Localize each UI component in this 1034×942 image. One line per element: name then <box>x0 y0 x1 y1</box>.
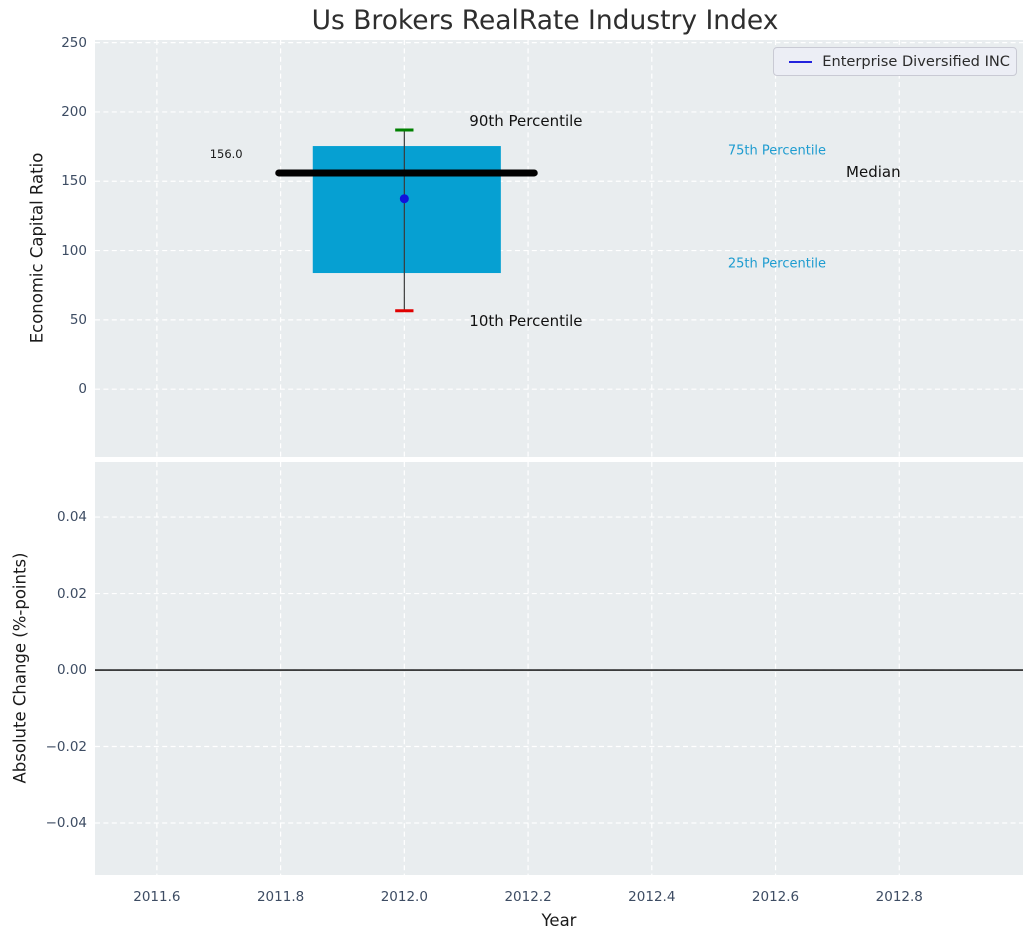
x-tick-label: 2012.0 <box>380 889 428 905</box>
y-tick-label: 150 <box>61 173 87 190</box>
y-tick-label: 0.04 <box>56 509 87 526</box>
x-tick-label: 2012.2 <box>504 889 552 905</box>
y-tick-label: −0.02 <box>45 738 87 755</box>
p90-annotation: 90th Percentile <box>469 111 583 130</box>
iqr-box <box>312 146 501 274</box>
x-tick-label: 2011.6 <box>133 889 181 905</box>
y-tick-label: 250 <box>61 34 87 51</box>
mean-dot <box>399 194 409 204</box>
bottom-y-axis-label: Absolute Change (%-points) <box>10 552 30 784</box>
legend-line-sample <box>789 60 813 63</box>
chart-title: Us Brokers RealRate Industry Index <box>311 5 779 36</box>
top-axes-background <box>95 40 1023 457</box>
p25-annotation: 25th Percentile <box>727 256 827 272</box>
median-value-label: 156.0 <box>209 146 243 161</box>
y-tick-label: 50 <box>69 311 87 328</box>
top-y-axis-label: Economic Capital Ratio <box>27 152 47 344</box>
bottom-axes-background <box>95 462 1023 875</box>
y-tick-label: 200 <box>61 103 87 120</box>
legend: Enterprise Diversified INC <box>773 47 1017 76</box>
x-axis-label: Year <box>541 911 577 930</box>
median-annotation: Median <box>846 162 901 181</box>
y-tick-label: 0.02 <box>56 585 87 602</box>
x-tick-label: 2012.6 <box>751 889 800 905</box>
y-tick-label: −0.04 <box>45 814 87 831</box>
p10-annotation: 10th Percentile <box>469 312 583 331</box>
x-tick-label: 2011.8 <box>256 889 305 905</box>
x-tick-label: 2012.4 <box>628 889 676 905</box>
legend-label: Enterprise Diversified INC <box>822 53 1010 70</box>
y-tick-label: 0.00 <box>56 662 87 679</box>
x-tick-label: 2012.8 <box>875 889 923 905</box>
y-tick-label: 0 <box>78 381 87 398</box>
p75-annotation: 75th Percentile <box>727 143 827 159</box>
y-tick-label: 100 <box>61 242 87 259</box>
